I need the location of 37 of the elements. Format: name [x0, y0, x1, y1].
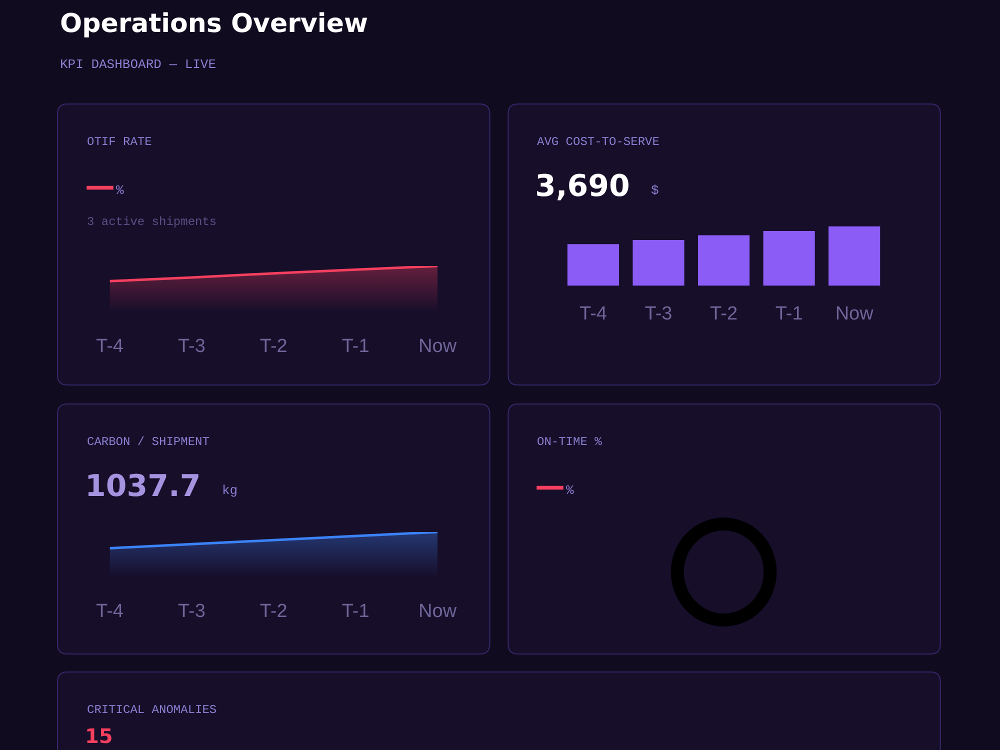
x-tick-label: Now [418, 601, 457, 622]
text: Operations Overview [60, 9, 368, 39]
x-tick-label: T-4 [96, 601, 124, 622]
x-tick-label: Now [418, 336, 457, 357]
bar [828, 226, 880, 286]
x-tick-label: T-2 [260, 336, 288, 357]
x-tick-label: T-3 [178, 336, 206, 357]
text: 15 [85, 724, 113, 748]
text: — [85, 169, 115, 204]
bar [567, 244, 620, 286]
text: KPI DASHBOARD — LIVE [60, 57, 216, 72]
x-tick-label: T-2 [710, 304, 738, 325]
x-tick-label: T-4 [96, 336, 124, 357]
bar [698, 235, 750, 286]
x-tick-label: T-3 [644, 304, 672, 325]
x-tick-label: T-1 [342, 601, 370, 622]
text: 3 active shipments [87, 215, 217, 229]
text: % [116, 183, 124, 198]
text: $ [651, 183, 659, 198]
x-tick-label: T-3 [178, 601, 206, 622]
text: 1037.7 [85, 469, 201, 504]
text: 3,690 [535, 169, 630, 204]
chart-title: AVG COST-TO-SERVE [537, 135, 660, 149]
x-tick-label: Now [835, 304, 874, 325]
bar [763, 231, 815, 286]
text: % [566, 483, 574, 498]
chart-title: CARBON / SHIPMENT [87, 435, 210, 449]
x-tick-label: T-4 [580, 304, 608, 325]
x-tick-label: T-1 [775, 304, 803, 325]
bar [632, 240, 684, 286]
text: CRITICAL ANOMALIES [87, 703, 217, 717]
text: kg [222, 483, 238, 498]
text: ON-TIME % [537, 435, 603, 449]
text: — [535, 469, 565, 504]
x-tick-label: T-1 [342, 336, 370, 357]
chart-title: OTIF RATE [87, 135, 152, 149]
x-tick-label: T-2 [260, 601, 288, 622]
